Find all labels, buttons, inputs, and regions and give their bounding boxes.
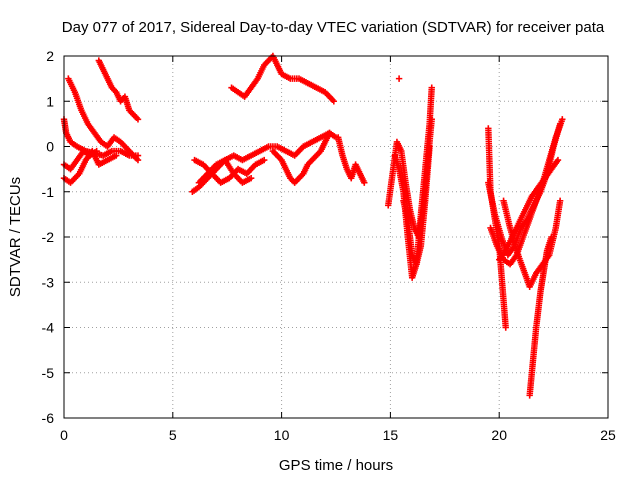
data-point-marker bbox=[395, 75, 403, 82]
y-tick-label: -1 bbox=[42, 184, 55, 200]
chart-title: Day 077 of 2017, Sidereal Day-to-day VTE… bbox=[62, 19, 605, 36]
data-points bbox=[60, 52, 566, 399]
x-tick-label: 25 bbox=[600, 427, 616, 443]
series-arc-b5 bbox=[228, 52, 338, 105]
y-tick-label: 2 bbox=[46, 48, 54, 64]
y-tick-label: -3 bbox=[42, 274, 55, 290]
data-point-marker bbox=[260, 156, 268, 164]
series-arc-d4 bbox=[496, 156, 562, 263]
series-arc-a5 bbox=[95, 57, 142, 123]
data-point-marker bbox=[247, 174, 255, 182]
data-point-marker bbox=[559, 116, 566, 123]
y-tick-label: 0 bbox=[46, 139, 54, 155]
y-tick-label: -5 bbox=[42, 365, 55, 381]
series-arc-b3 bbox=[195, 156, 255, 186]
data-point-marker bbox=[330, 98, 338, 105]
data-point-marker bbox=[428, 84, 435, 91]
data-point-marker bbox=[134, 116, 142, 123]
y-tick-label: -2 bbox=[42, 229, 55, 245]
x-tick-label: 20 bbox=[491, 427, 507, 443]
x-tick-label: 10 bbox=[274, 427, 290, 443]
series-arc-a4 bbox=[65, 75, 142, 164]
x-tick-label: 15 bbox=[383, 427, 399, 443]
data-point-marker bbox=[134, 156, 142, 164]
y-tick-label: 1 bbox=[46, 93, 54, 109]
x-tick-label: 5 bbox=[169, 427, 177, 443]
axis-ticks: 0 5 10 15 20 25 -6 -5 -4 -3 -2 -1 0 1 2 bbox=[42, 48, 616, 443]
data-point-marker bbox=[502, 324, 509, 331]
data-point-marker bbox=[556, 197, 564, 204]
series-arc-c4 bbox=[400, 143, 433, 268]
grid-lines bbox=[64, 56, 608, 418]
data-point-marker bbox=[326, 129, 333, 137]
x-axis-label: GPS time / hours bbox=[279, 457, 393, 474]
data-point-marker bbox=[548, 233, 555, 241]
series-arc-b6 bbox=[334, 134, 368, 186]
plot-frame bbox=[63, 55, 609, 419]
y-axis-label: SDTVAR / TECUs bbox=[7, 177, 24, 297]
data-point-marker bbox=[554, 156, 562, 164]
y-tick-label: -6 bbox=[42, 410, 55, 426]
y-tick-label: -4 bbox=[42, 320, 55, 336]
x-tick-label: 0 bbox=[60, 427, 68, 443]
data-point-marker bbox=[426, 143, 433, 150]
data-point-marker bbox=[113, 152, 120, 159]
series-arc-d6 bbox=[526, 233, 555, 399]
data-point-marker bbox=[361, 179, 368, 186]
series-arc-b4 bbox=[269, 129, 333, 186]
series-arc-c1 bbox=[395, 75, 403, 82]
series-arc-a3 bbox=[60, 147, 120, 186]
